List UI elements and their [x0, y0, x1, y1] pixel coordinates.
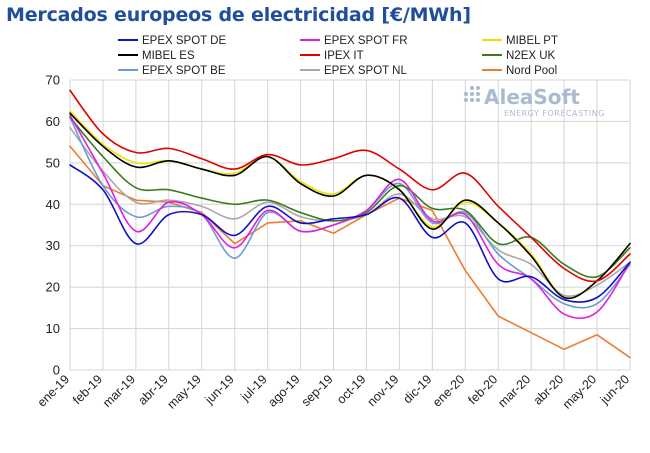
logo-tagline: ENERGY FORECASTING — [504, 109, 605, 118]
y-axis-ticks: 0 10 20 30 40 50 60 70 — [46, 73, 60, 378]
legend-item-mibel-pt: MIBEL PT — [482, 35, 558, 47]
y-tick-label: 0 — [53, 363, 60, 378]
y-tick-label: 40 — [46, 197, 60, 212]
legend-label: IPEX IT — [324, 50, 364, 62]
logo-dot — [475, 97, 481, 103]
logo-dot — [469, 97, 475, 103]
x-tick-label: sep-19 — [299, 372, 336, 409]
x-tick-label: ene-20 — [430, 372, 467, 409]
x-tick-label: feb-19 — [70, 372, 105, 407]
x-tick-label: feb-20 — [465, 372, 500, 407]
legend-label: EPEX SPOT DE — [142, 35, 226, 47]
series-line-mibel-es — [69, 112, 631, 300]
logo-name: AleaSoft — [484, 85, 580, 109]
series-lines — [69, 89, 631, 359]
legend-item-mibel-es: MIBEL ES — [118, 50, 195, 62]
legend-item-nord-pool: Nord Pool — [482, 65, 557, 77]
x-tick-label: ago-19 — [265, 372, 302, 409]
logo-dot — [463, 91, 469, 97]
legend-label: N2EX UK — [506, 50, 556, 62]
grid — [69, 79, 631, 371]
legend-item-epex-spot-fr: EPEX SPOT FR — [300, 35, 408, 47]
legend-label: EPEX SPOT BE — [142, 65, 226, 77]
y-tick-label: 70 — [46, 73, 60, 88]
series-line-nord-pool — [69, 145, 631, 359]
legend-label: Nord Pool — [506, 65, 557, 77]
y-tick-label: 30 — [46, 238, 60, 253]
logo-dot — [469, 85, 475, 91]
legend-item-ipex-it: IPEX IT — [300, 50, 364, 62]
x-tick-label: nov-19 — [365, 372, 402, 409]
legend-label: EPEX SPOT NL — [324, 65, 407, 77]
legend-label: EPEX SPOT FR — [324, 35, 408, 47]
y-tick-label: 50 — [46, 155, 60, 170]
x-tick-label: dic-19 — [401, 372, 435, 406]
legend-item-n2ex-uk: N2EX UK — [482, 50, 556, 62]
y-tick-label: 20 — [46, 280, 60, 295]
x-tick-label: oct-19 — [334, 372, 368, 406]
legend-item-epex-spot-de: EPEX SPOT DE — [118, 35, 226, 47]
legend-item-epex-spot-nl: EPEX SPOT NL — [300, 65, 407, 77]
legend-label: MIBEL PT — [506, 35, 558, 47]
plot-area — [70, 80, 630, 370]
x-tick-label: ene-19 — [35, 372, 72, 409]
y-tick-label: 60 — [46, 114, 60, 129]
x-tick-label: jun-20 — [597, 372, 632, 407]
series-line-epex-spot-de — [69, 164, 631, 303]
x-tick-label: may-19 — [165, 372, 204, 411]
logo-dot — [475, 85, 481, 91]
logo-dot — [469, 91, 475, 97]
logo-dots-icon — [463, 85, 481, 103]
aleasoft-logo: AleaSoft ENERGY FORECASTING — [463, 85, 605, 118]
page-title: Mercados europeos de electricidad [€/MWh… — [6, 4, 471, 26]
y-tick-label: 10 — [46, 321, 60, 336]
legend-label: MIBEL ES — [142, 50, 195, 62]
legend: EPEX SPOT DE EPEX SPOT FR MIBEL PT MIBEL ES… — [118, 35, 558, 77]
series-line-epex-spot-fr — [69, 114, 631, 320]
logo-dot — [463, 97, 469, 103]
x-tick-label: mar-20 — [495, 372, 533, 410]
x-tick-label: jun-19 — [202, 372, 237, 407]
x-tick-label: mar-19 — [100, 372, 138, 410]
legend-item-epex-spot-be: EPEX SPOT BE — [118, 65, 226, 77]
x-tick-label: may-20 — [560, 372, 599, 411]
series-line-ipex-it — [69, 89, 631, 283]
logo-dot — [475, 91, 481, 97]
